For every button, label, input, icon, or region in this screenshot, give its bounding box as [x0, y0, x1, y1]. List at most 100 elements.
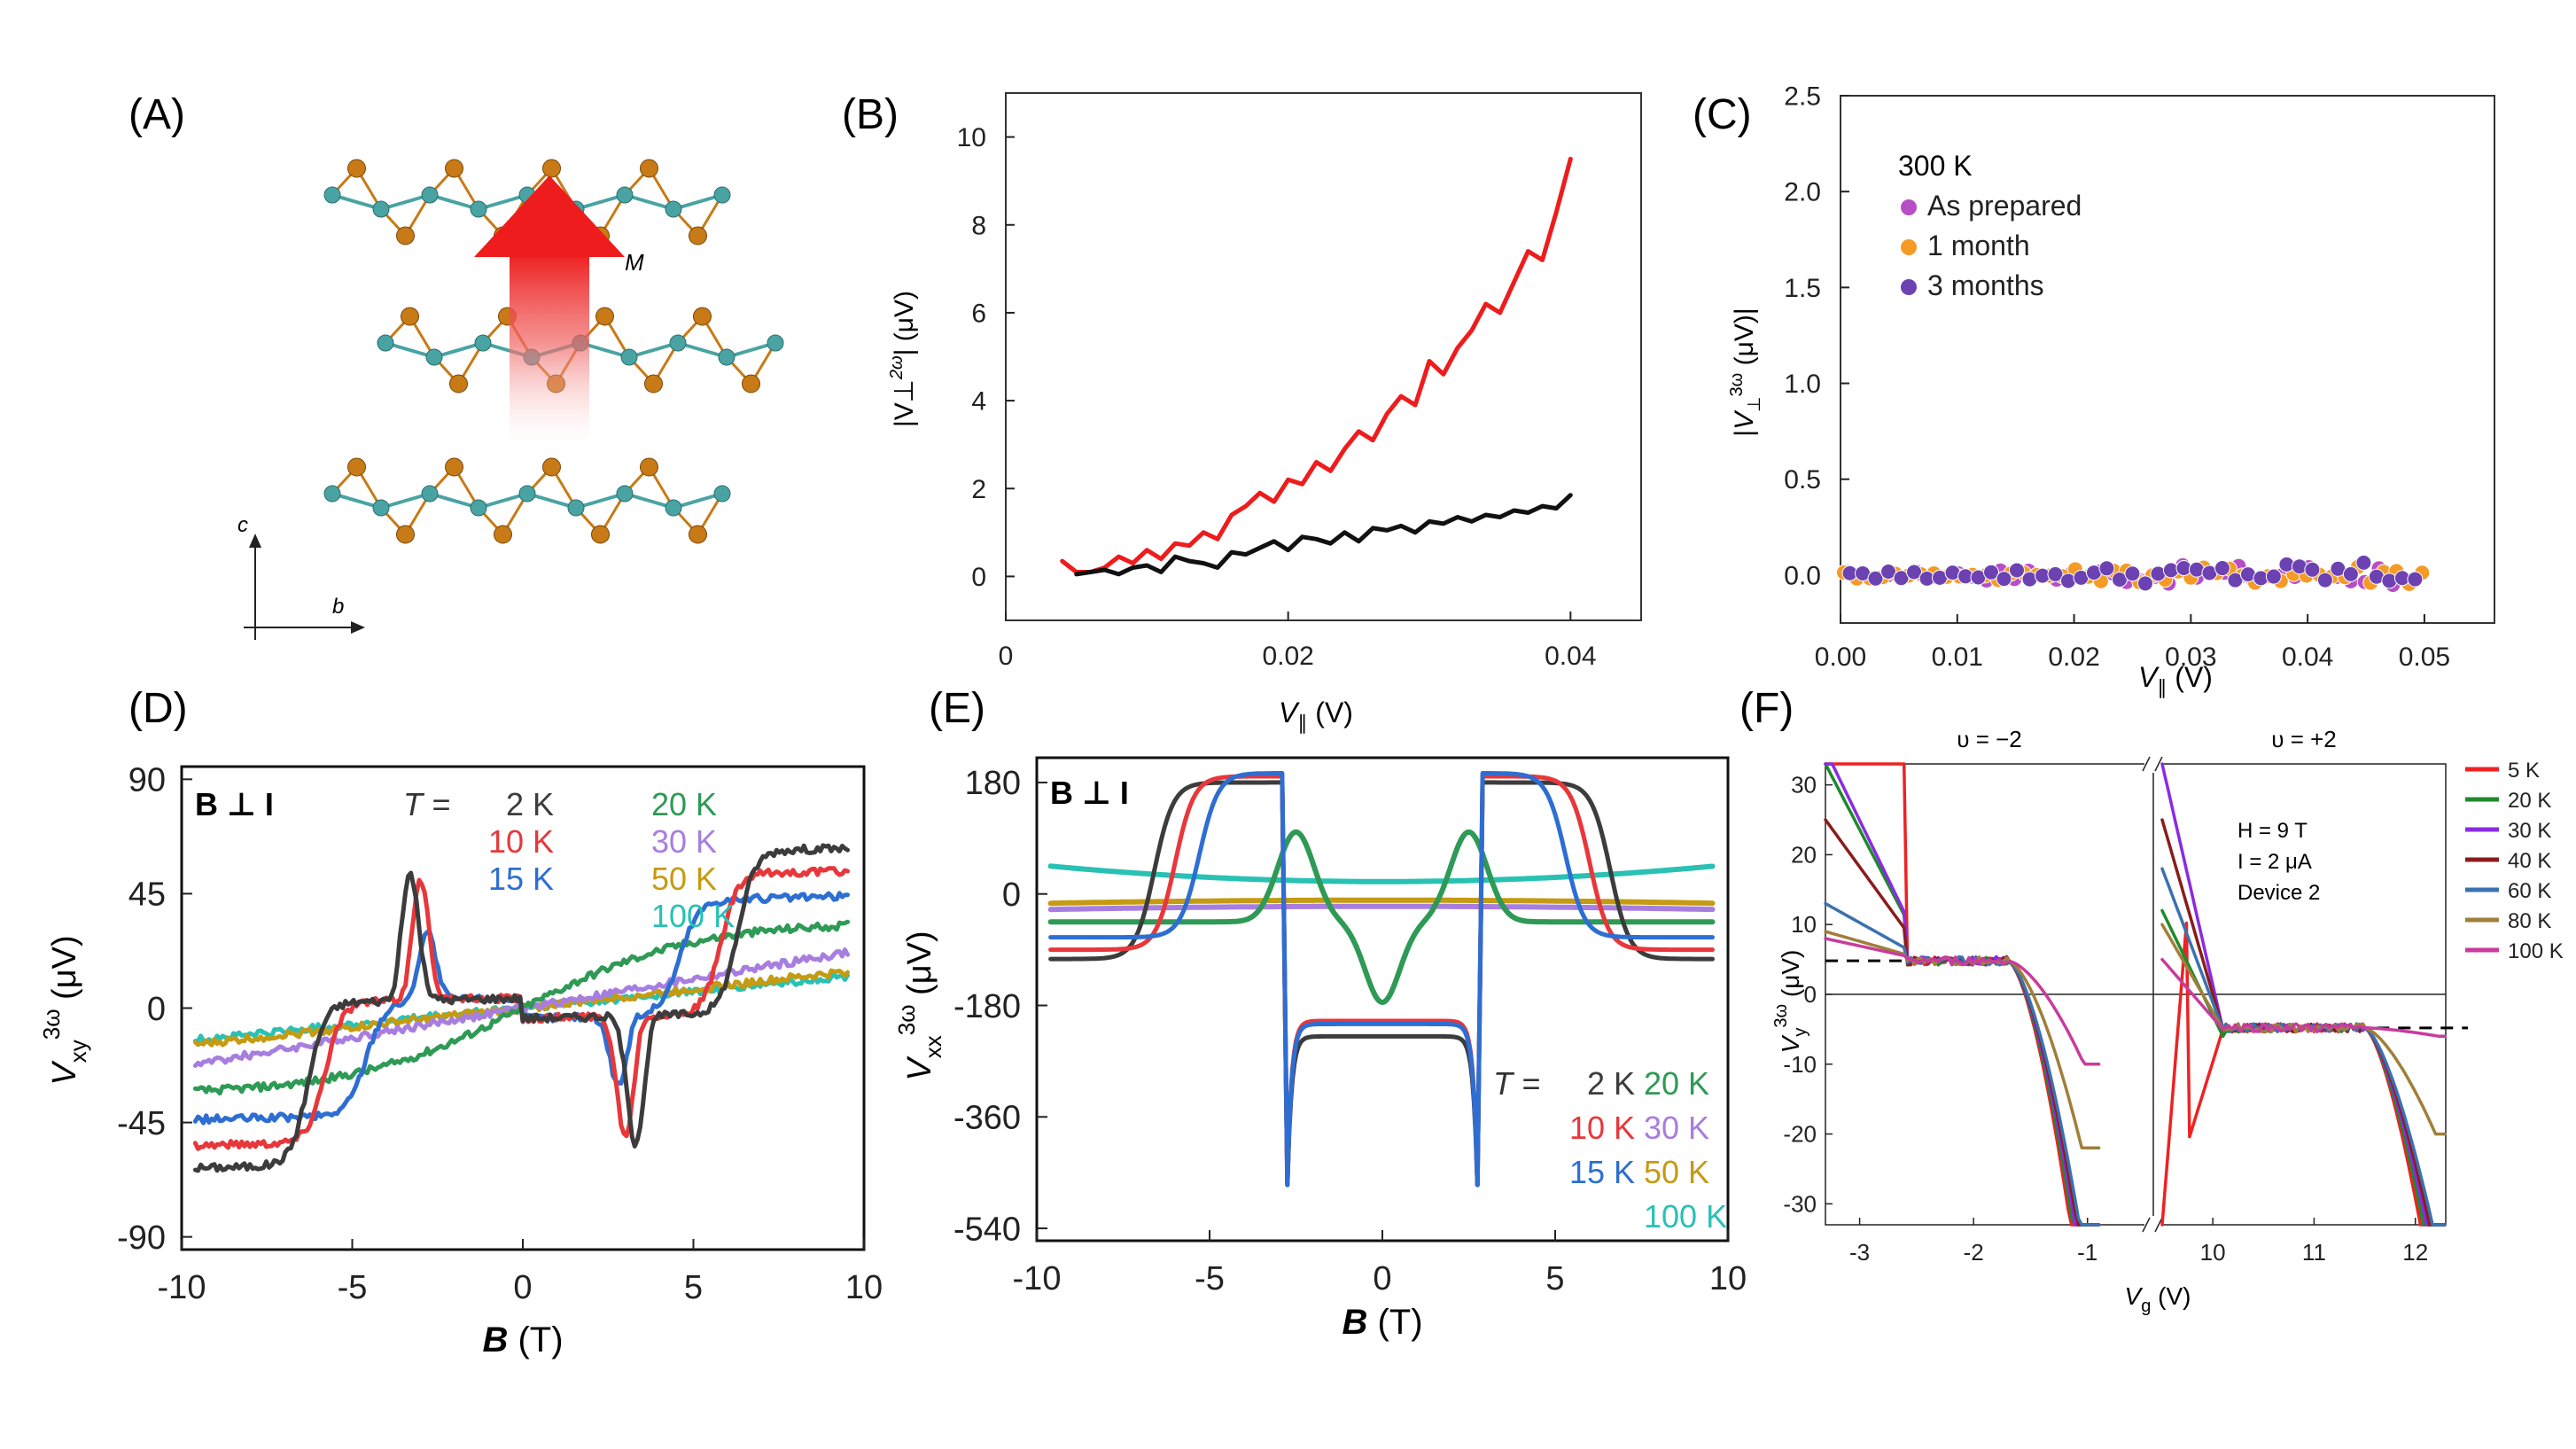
chart-b-ytick-label: 8 [971, 211, 986, 240]
bond [432, 341, 485, 359]
titanium-atom [470, 499, 487, 517]
chart-c-xtick-label: 0.01 [1932, 643, 1983, 672]
sulfur-atom [494, 525, 512, 544]
chart-d-ytick-label: -45 [117, 1105, 166, 1142]
chart-c-ylabel: |V⊥3ω (μV)| [1727, 308, 1764, 436]
sulfur-atom [542, 159, 561, 178]
chart-e-annotation: B ⊥ I [1050, 775, 1129, 811]
chart-f-break-gap [2144, 755, 2162, 773]
sulfur-atom [689, 525, 707, 544]
titanium-atom [518, 485, 536, 502]
titanium-atom [620, 348, 638, 366]
chart-b-ytick-label: 6 [971, 299, 986, 328]
sulfur-atom [595, 307, 614, 326]
titanium-atom [470, 200, 487, 218]
axis-c-arrowhead [249, 534, 261, 548]
chart-f-ytick-label: -30 [1783, 1190, 1817, 1217]
chart-c-legend-marker [1901, 239, 1917, 255]
chart-c-point [1906, 564, 1923, 580]
chart-e-series-30K [1047, 903, 1716, 913]
chart-b-ytick-label: 10 [957, 123, 986, 152]
sulfur-atom [449, 374, 468, 393]
chart-c-xtick-label: 0.02 [2048, 643, 2099, 672]
titanium-atom [616, 485, 634, 502]
chart-f-annotation-current: I = 2 μA [2237, 850, 2312, 874]
sulfur-atom [542, 457, 561, 477]
chart-c-xtick-label: 0.04 [2282, 643, 2333, 672]
titanium-atom [718, 348, 735, 366]
chart-f-break-mark-bottom [2154, 1217, 2163, 1233]
chart-c-legend-marker [1901, 279, 1917, 295]
chart-e-legend-label: 2 K [1587, 1065, 1635, 1102]
chart-f-series-right-60K [2160, 867, 2447, 1227]
chart-d: -10 -5 0 5 10 90 45 0 -45 -90 B ⊥ I T = 2 K10 K15 … [38, 762, 883, 1359]
chart-d-legend-label: 30 K [651, 823, 717, 860]
chart-e-series-10K [1048, 774, 1715, 1188]
chart-e-series-100K [1047, 863, 1716, 884]
bond [627, 341, 680, 359]
chart-c-ytick-label: 2.0 [1784, 178, 1821, 207]
chart-e-legend-label: 100 K [1644, 1198, 1727, 1235]
chart-e-xtick-label: 10 [1709, 1260, 1747, 1297]
chart-f-ytick-label: 20 [1791, 841, 1817, 868]
chart-c-point [1867, 570, 1884, 587]
chart-e-ytick-label: -180 [953, 988, 1021, 1025]
titanium-atom [421, 485, 439, 502]
panel-label-f: (F) [1739, 685, 1794, 732]
titanium-atom [567, 499, 585, 517]
chart-d-legend-label: 15 K [488, 861, 554, 897]
chart-f-ytick-label: 10 [1791, 911, 1817, 938]
chart-f-xtick-label: -1 [2077, 1239, 2097, 1266]
axis-c-label: c [237, 513, 248, 537]
chart-d-xtick-label: 0 [513, 1269, 532, 1306]
chart-c-ytick-label: 0.5 [1784, 465, 1821, 495]
chart-b-ytick-label: 4 [971, 387, 986, 417]
titanium-atom [713, 485, 731, 502]
chart-c-xtick-label: 0.05 [2399, 643, 2450, 672]
chart-f-ytick-label: 0 [1804, 981, 1817, 1008]
chart-e-ylabel: Vxx3ω (μV) [893, 931, 946, 1080]
sulfur-atom [640, 159, 658, 178]
chart-f-break-gap [2144, 1216, 2162, 1234]
bond [672, 193, 724, 211]
titanium-atom [665, 499, 682, 517]
chart-e-series-50K [1047, 897, 1716, 907]
chart-c-point [2381, 573, 2398, 589]
chart-d-ylabel: Vxy3ω (μV) [38, 935, 91, 1085]
chart-d-annotation: B ⊥ I [195, 786, 274, 822]
chart-d-legend-label: 10 K [488, 823, 554, 860]
chart-f-xtick-label: -3 [1849, 1239, 1870, 1266]
chart-d-legend-title: T = [403, 786, 450, 822]
titanium-atom [713, 186, 731, 204]
chart-b-ytick-label: 2 [971, 475, 986, 504]
chart-d-ytick-label: 45 [128, 876, 166, 914]
titanium-atom [421, 186, 439, 204]
chart-b-xtick-label: 0 [999, 642, 1014, 671]
chart-e-legend-label: 50 K [1644, 1154, 1709, 1190]
chart-d-xtick-label: -5 [338, 1269, 368, 1306]
chart-c-frame [1840, 95, 2495, 624]
chart-d-xtick-label: 10 [845, 1269, 883, 1306]
chart-b-ytick-label: 0 [971, 563, 986, 592]
chart-d-legend-label: 100 K [651, 898, 735, 934]
chart-c-point [2136, 575, 2153, 592]
chart-f-ytick-label: -20 [1783, 1121, 1817, 1148]
bond [525, 492, 578, 510]
bond [623, 492, 675, 510]
chart-c-point [2098, 560, 2115, 577]
chart-d-legend-label: 50 K [651, 861, 717, 897]
chart-e-ytick-label: 180 [965, 765, 1021, 802]
chart-d-xlabel: B (T) [482, 1320, 563, 1359]
chart-b-xtick-label: 0.02 [1262, 642, 1313, 671]
chart-c-ytick-label: 1.5 [1784, 274, 1821, 303]
chart-d-ytick-label: 90 [128, 762, 166, 799]
titanium-atom [323, 485, 341, 502]
bond [477, 492, 529, 510]
chart-d-ytick-label: -90 [117, 1219, 166, 1257]
chart-d-legend-label: 2 K [506, 786, 554, 822]
titanium-atom [665, 200, 682, 218]
sulfur-atom [401, 307, 419, 326]
chart-c-point [2047, 565, 2064, 582]
chart-c-xlabel: V∥ (V) [2138, 661, 2213, 698]
chart-b-frame [1005, 92, 1642, 621]
